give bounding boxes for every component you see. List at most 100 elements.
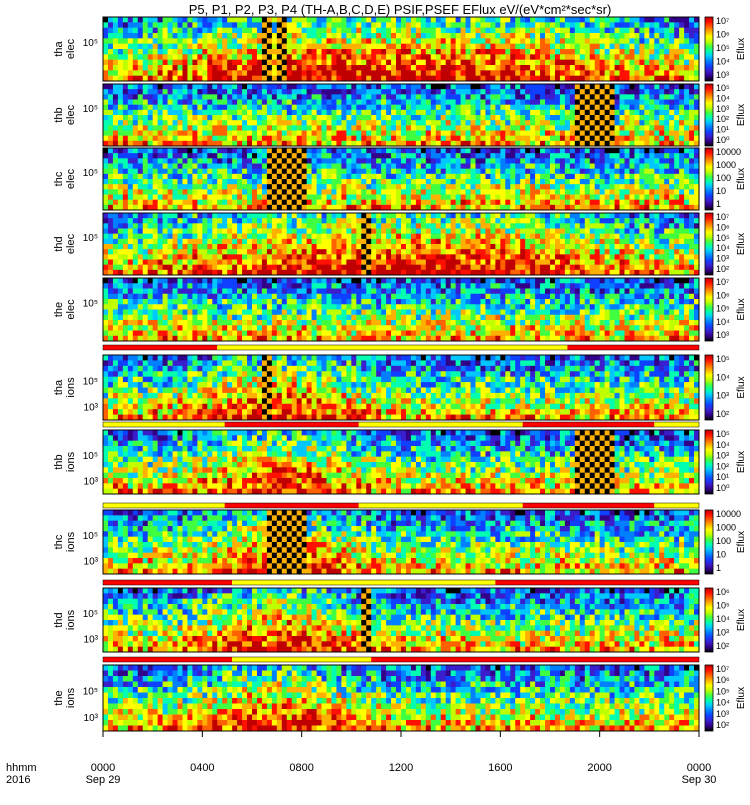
spectrogram-cell (510, 38, 516, 45)
spectrogram-cell (440, 89, 447, 95)
spectrogram-cell (137, 244, 144, 250)
spectrogram-cell (276, 104, 283, 111)
spectrogram-cell (202, 238, 208, 245)
spectrogram-cell (550, 199, 556, 206)
spectrogram-cell (252, 254, 258, 260)
spectrogram-cell (232, 84, 238, 90)
spectrogram-cell (505, 179, 511, 185)
spectrogram-cell (311, 189, 317, 195)
spectrogram-cell (396, 65, 402, 71)
spectrogram-cell (525, 84, 531, 90)
spectrogram-cell (674, 27, 680, 34)
spectrogram-cell (237, 179, 243, 185)
spectrogram-cell (237, 38, 243, 45)
spectrogram-cell (321, 218, 327, 224)
spectrogram-cell (222, 38, 228, 45)
panel-ylabel: elec (65, 168, 77, 189)
spectrogram-cell (366, 99, 372, 106)
spectrogram-cell (405, 54, 412, 61)
spectrogram-cell (356, 94, 362, 100)
spectrogram-cell (559, 89, 566, 95)
spectrogram-cell (197, 54, 203, 61)
spectrogram-cell (266, 89, 273, 95)
spectrogram-cell (619, 70, 625, 77)
spectrogram-cell (331, 223, 337, 229)
spectrogram-cell (624, 54, 630, 61)
spectrogram-cell (122, 238, 129, 245)
spectrogram-cell (674, 148, 680, 154)
spectrogram-cell (296, 233, 303, 240)
spectrogram-cell (420, 194, 427, 201)
spectrogram-cell (187, 179, 193, 185)
spectrogram-cell (112, 233, 119, 240)
spectrogram-cell (604, 94, 610, 100)
spectrogram-cell (306, 130, 312, 137)
spectrogram-cell (207, 223, 213, 229)
spectrogram-cell (177, 189, 183, 195)
spectrogram-cell (584, 168, 591, 175)
spectrogram-cell (564, 189, 571, 195)
spectrogram-cell (540, 189, 546, 195)
spectrogram-cell (669, 120, 675, 126)
spectrogram-cell (659, 163, 665, 170)
spectrogram-cell (316, 204, 322, 211)
spectrogram-cell (475, 125, 481, 131)
spectrogram-cell (574, 99, 581, 106)
spectrogram-cell (550, 189, 556, 195)
spectrogram-cell (252, 49, 258, 55)
spectrogram-cell (619, 99, 625, 106)
spectrogram-cell (187, 89, 193, 95)
spectrogram-cell (207, 184, 213, 190)
spectrogram-cell (341, 84, 347, 90)
spectrogram-cell (316, 218, 322, 224)
spectrogram-cell (495, 22, 501, 29)
spectrogram-cell (197, 223, 203, 229)
spectrogram-cell (475, 89, 481, 95)
spectrogram-cell (112, 17, 119, 23)
spectrogram-cell (634, 130, 640, 137)
spectrogram-cell (664, 179, 670, 185)
spectrogram-cell (634, 194, 640, 201)
spectrogram-cell (609, 115, 615, 121)
spectrogram-cell (107, 54, 114, 61)
spectrogram-cell (679, 94, 685, 100)
spectrogram-cell (142, 115, 149, 121)
spectrogram-cell (520, 104, 526, 111)
spectrogram-cell (405, 153, 412, 159)
spectrogram-cell (639, 189, 645, 195)
spectrogram-cell (614, 184, 620, 190)
spectrogram-cell (256, 179, 263, 185)
spectrogram-cell (271, 65, 278, 71)
spectrogram-cell (261, 140, 268, 147)
spectrogram-cell (604, 148, 610, 154)
spectrogram-cell (202, 70, 208, 77)
spectrogram-cell (167, 120, 173, 126)
spectrogram-cell (311, 65, 317, 71)
spectrogram-cell (117, 115, 124, 121)
spectrogram-cell (187, 125, 193, 131)
spectrogram-cell (579, 173, 586, 180)
spectrogram-cell (117, 99, 124, 106)
spectrogram-cell (669, 84, 675, 90)
spectrogram-cell (644, 65, 650, 71)
spectrogram-cell (157, 228, 163, 235)
spectrogram-cell (192, 84, 198, 90)
spectrogram-cell (475, 148, 481, 154)
spectrogram-cell (336, 163, 342, 170)
spectrogram-cell (172, 199, 178, 206)
spectrogram-cell (569, 99, 576, 106)
spectrogram-cell (162, 179, 168, 185)
spectrogram-cell (336, 70, 342, 77)
spectrogram-cell (694, 99, 700, 106)
spectrogram-cell (381, 204, 387, 211)
spectrogram-cell (649, 109, 655, 116)
spectrogram-cell (227, 194, 233, 201)
spectrogram-cell (584, 135, 591, 142)
spectrogram-cell (435, 189, 442, 195)
spectrogram-cell (500, 140, 506, 147)
spectrogram-cell (127, 168, 134, 175)
spectrogram-cell (351, 17, 357, 23)
spectrogram-cell (594, 148, 601, 154)
spectrogram-cell (336, 65, 342, 71)
spectrogram-cell (535, 148, 541, 154)
